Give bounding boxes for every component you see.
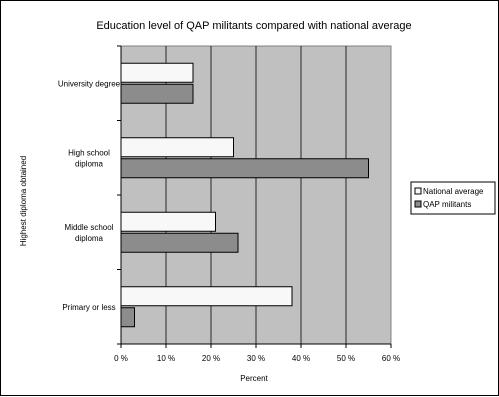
- x-tick-label: 30 %: [247, 354, 265, 363]
- legend-label: QAP militants: [423, 200, 471, 209]
- bar-national-average: [120, 286, 293, 307]
- x-tick-label: 0 %: [114, 354, 128, 363]
- plot-area: [120, 45, 392, 345]
- x-tick-label: 10 %: [157, 354, 175, 363]
- bar-qap-militants: [120, 307, 135, 328]
- bar-national-average: [120, 62, 194, 83]
- category-label: High school: [68, 148, 110, 157]
- legend-box: [410, 181, 496, 215]
- x-tick-label: 20 %: [202, 354, 220, 363]
- x-axis-label: Percent: [240, 374, 268, 383]
- category-label: University degree: [58, 79, 121, 88]
- bar-qap-militants: [120, 83, 194, 104]
- bar-national-average: [120, 137, 234, 158]
- x-tick-label: 50 %: [337, 354, 355, 363]
- category-label: Middle school: [65, 223, 114, 232]
- y-axis-label: Highest diploma obtained: [19, 156, 28, 246]
- legend-swatch: [414, 187, 422, 195]
- bar-national-average: [120, 211, 216, 232]
- category-label: diploma: [75, 159, 104, 168]
- category-label: diploma: [75, 234, 104, 243]
- legend: National average QAP militants: [410, 181, 496, 215]
- axes: 0 % 10 % 20 % 30 % 40 % 50 % 60 % University de…: [58, 45, 400, 363]
- chart-title: Education level of QAP militants compare…: [96, 20, 411, 32]
- x-tick-label: 60 %: [382, 354, 400, 363]
- bar-qap-militants: [120, 158, 369, 179]
- legend-swatch: [414, 200, 422, 208]
- x-tick-label: 40 %: [292, 354, 310, 363]
- legend-label: National average: [423, 187, 484, 196]
- bar-qap-militants: [120, 232, 239, 253]
- category-label: Primary or less: [62, 303, 115, 312]
